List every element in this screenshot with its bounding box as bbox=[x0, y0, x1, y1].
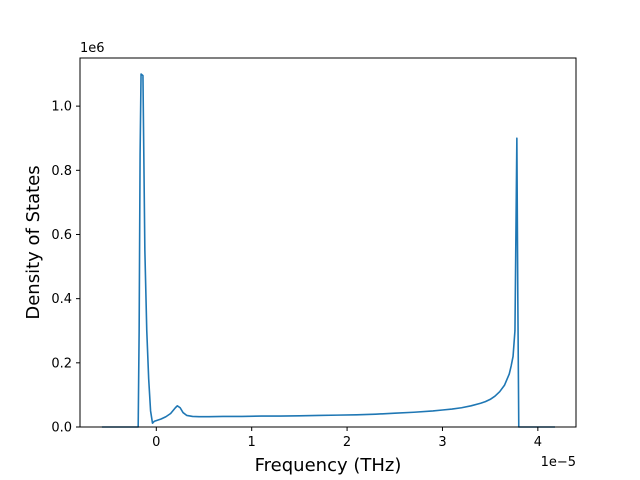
dos-series-line bbox=[101, 73, 556, 428]
x-axis-offset-label: 1e−5 bbox=[541, 455, 576, 470]
x-axis-label: Frequency (THz) bbox=[255, 455, 402, 476]
x-tick-label: 3 bbox=[438, 435, 446, 450]
y-tick-label: 0.8 bbox=[51, 164, 72, 179]
axes-frame bbox=[79, 57, 577, 428]
x-tick-label: 2 bbox=[343, 435, 351, 450]
y-tick-label: 1.0 bbox=[51, 100, 72, 115]
y-axis-offset-label: 1e6 bbox=[80, 41, 105, 56]
y-axis-label: Density of States bbox=[23, 165, 44, 319]
x-tick-label: 4 bbox=[534, 435, 542, 450]
x-tick-label: 0 bbox=[152, 435, 160, 450]
y-tick-label: 0.6 bbox=[51, 228, 72, 243]
axes: 0 1 2 3 4 0.0 0.2 0.4 0.6 0.8 1.0 bbox=[51, 57, 577, 450]
y-tick-label: 0.4 bbox=[51, 292, 72, 307]
y-tick-label: 0.2 bbox=[51, 356, 72, 371]
x-tick-label: 1 bbox=[248, 435, 256, 450]
y-tick-label: 0.0 bbox=[51, 421, 72, 436]
plot-area bbox=[101, 73, 556, 428]
